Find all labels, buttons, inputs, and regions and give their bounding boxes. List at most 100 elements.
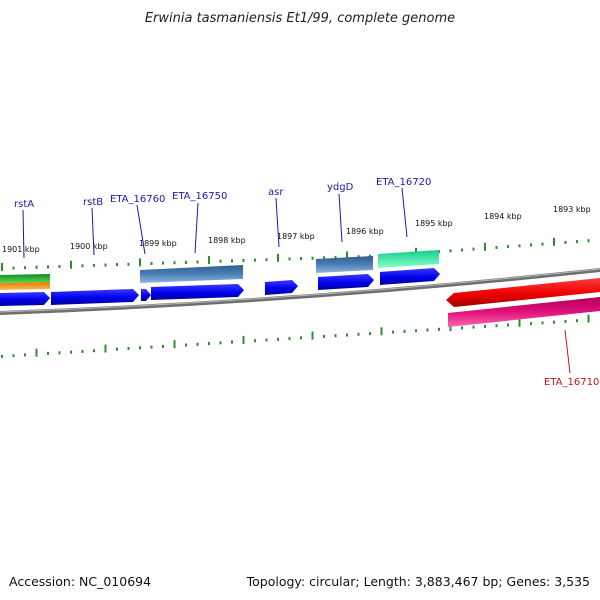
cog-feature-steelblue [316, 256, 373, 273]
major-tick [587, 314, 590, 323]
accession-text: Accession: NC_010694 [9, 574, 151, 589]
minor-tick [392, 330, 394, 334]
minor-tick [196, 260, 199, 264]
cog-feature-orange [0, 282, 50, 290]
minor-tick [564, 240, 567, 244]
cog-feature-track [0, 250, 600, 327]
cds-ydgD [318, 274, 374, 290]
minor-tick [127, 262, 130, 266]
tick-label: 1901 kbp [2, 245, 40, 254]
tick-label: 1895 kbp [415, 219, 453, 228]
minor-tick [587, 239, 590, 243]
minor-tick [47, 265, 49, 269]
minor-tick [553, 320, 555, 324]
minor-tick [35, 265, 38, 269]
minor-tick [541, 321, 544, 325]
cog-feature-aqua [378, 250, 439, 268]
forward-cds-track [0, 268, 440, 306]
minor-tick [116, 347, 118, 351]
minor-tick [461, 326, 463, 330]
minor-tick [162, 261, 164, 265]
minor-tick [185, 260, 187, 264]
cog-feature-steelblue [140, 265, 243, 283]
minor-tick [58, 265, 61, 268]
major-tick [518, 318, 521, 327]
cds-rstA [0, 292, 50, 306]
minor-tick [288, 257, 291, 261]
minor-tick [93, 349, 95, 353]
gene-label-ETA-16710: ETA_16710 [544, 377, 599, 388]
minor-tick [369, 332, 371, 336]
label-leader [136, 204, 146, 255]
major-tick [173, 340, 176, 349]
minor-tick [24, 353, 26, 357]
minor-tick [564, 319, 567, 323]
tick-label: 1899 kbp [139, 239, 177, 248]
gene-label-ETA-16720: ETA_16720 [376, 177, 431, 188]
minor-tick [231, 340, 233, 344]
minor-tick [300, 336, 302, 340]
minor-tick [541, 242, 544, 246]
minor-tick [461, 248, 463, 252]
major-tick [380, 327, 383, 336]
gene-label-asr: asr [268, 187, 284, 198]
minor-tick [357, 255, 360, 259]
cds-rstB [51, 289, 139, 305]
minor-tick [116, 263, 118, 267]
label-leader [338, 193, 343, 243]
minor-tick [403, 329, 406, 333]
major-tick [70, 260, 72, 269]
major-tick [208, 256, 210, 265]
genome-summary-text: Topology: circular; Length: 3,883,467 bp… [246, 574, 590, 589]
tick-label: 1898 kbp [208, 236, 246, 245]
minor-tick [507, 245, 509, 249]
minor-tick [70, 350, 72, 354]
gene-label-ETA-16750: ETA_16750 [172, 191, 227, 202]
minor-tick [104, 263, 107, 267]
minor-tick [323, 256, 325, 260]
gene-label-rstA: rstA [14, 199, 34, 210]
label-leader [91, 207, 95, 256]
major-tick [311, 331, 314, 340]
minor-tick [254, 258, 256, 262]
minor-tick [449, 249, 452, 253]
label-leader [22, 209, 25, 259]
minor-tick [24, 266, 26, 270]
minor-tick [12, 354, 15, 358]
label-leader [564, 329, 571, 374]
cds-ETA-16710 [446, 278, 600, 307]
major-tick [484, 242, 486, 251]
minor-tick [1, 354, 3, 358]
tick-label: 1897 kbp [277, 232, 315, 241]
minor-tick [150, 345, 153, 349]
minor-tick [484, 324, 486, 328]
minor-tick [58, 351, 61, 355]
minor-tick [277, 337, 279, 341]
minor-tick [254, 339, 256, 343]
minor-tick [311, 256, 314, 260]
cds-ETA-16760 [141, 289, 151, 301]
major-tick [346, 251, 348, 260]
minor-tick [530, 243, 532, 247]
minor-tick [265, 258, 268, 262]
major-tick [35, 348, 38, 357]
tick-label: 1893 kbp [553, 205, 591, 214]
minor-tick [426, 328, 429, 332]
minor-tick [507, 323, 509, 327]
minor-tick [300, 257, 302, 261]
minor-tick [242, 259, 245, 262]
minor-tick [127, 347, 130, 350]
major-tick [1, 262, 3, 271]
minor-tick [530, 322, 532, 326]
minor-tick [81, 264, 84, 268]
cds-ETA-16720 [380, 268, 440, 285]
minor-tick [12, 266, 15, 270]
minor-tick [495, 246, 498, 249]
minor-tick [139, 346, 141, 350]
tick-label: 1900 kbp [70, 242, 108, 251]
major-tick [449, 323, 452, 332]
cog-feature-magenta [448, 297, 600, 327]
major-tick [277, 253, 279, 262]
major-tick [139, 258, 141, 267]
